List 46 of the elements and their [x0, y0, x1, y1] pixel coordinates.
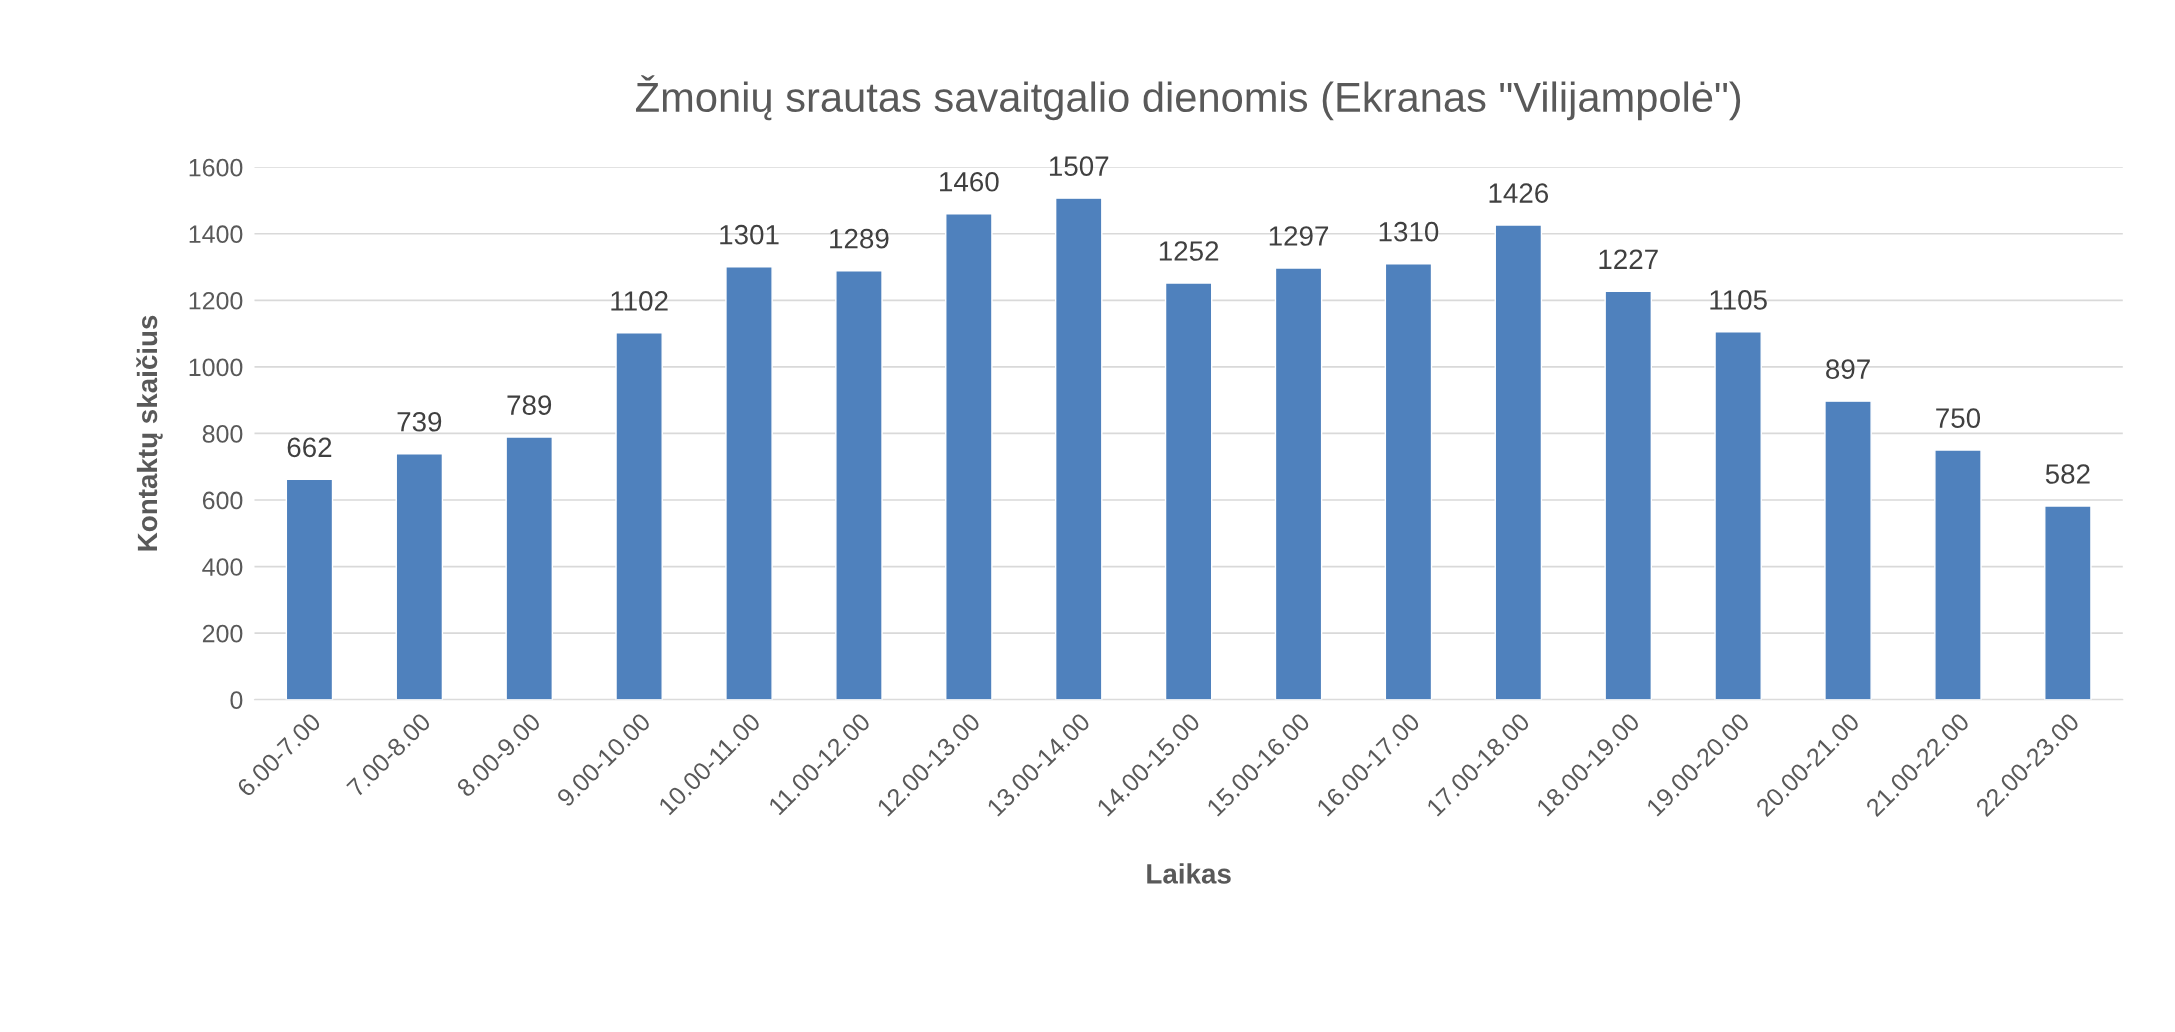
bar — [725, 266, 773, 700]
y-tick-label: 1200 — [189, 291, 243, 310]
data-label: 1310 — [1379, 221, 1439, 242]
data-label: 662 — [287, 437, 332, 458]
y-tick-label: 600 — [202, 491, 243, 510]
data-label: 1227 — [1599, 249, 1658, 269]
bar — [1054, 197, 1103, 700]
data-label: 1252 — [1159, 241, 1219, 261]
data-label: 789 — [507, 395, 552, 415]
bar — [1494, 224, 1543, 700]
y-tick-label: 0 — [230, 691, 243, 709]
data-label: 897 — [1826, 359, 1870, 379]
data-label: 1507 — [1049, 156, 1109, 176]
bar — [1934, 449, 1982, 700]
y-tick-label: 1400 — [189, 225, 243, 244]
data-label: 582 — [2045, 464, 2090, 484]
y-tick-label: 400 — [202, 558, 243, 576]
bar — [1714, 331, 1762, 700]
bar — [1164, 282, 1213, 700]
y-axis-title: Kontaktų skaičius — [136, 315, 163, 551]
y-tick-label: 1000 — [189, 358, 243, 377]
data-label: 739 — [397, 411, 442, 432]
bar — [835, 269, 883, 700]
x-axis-title: Laikas — [1147, 863, 1231, 884]
y-tick-label: 200 — [202, 624, 243, 643]
bar — [285, 478, 334, 700]
chart-title: Žmonių srautas savaitgalio dienomis (Ekranas "Vilijampolė") — [635, 75, 1741, 121]
data-label: 1105 — [1710, 290, 1767, 310]
bar — [945, 213, 993, 700]
data-label: 1102 — [611, 291, 668, 311]
y-tick-label: 1600 — [189, 158, 243, 177]
data-label: 1301 — [720, 224, 779, 245]
bar — [1384, 263, 1433, 700]
bar — [1604, 290, 1653, 700]
bar — [1824, 400, 1872, 700]
bar — [615, 332, 663, 700]
bar — [2044, 505, 2092, 700]
bar — [395, 453, 444, 700]
bar — [505, 436, 554, 700]
y-tick-label: 800 — [202, 425, 243, 443]
data-label: 1289 — [830, 228, 889, 249]
data-label: 750 — [1936, 408, 1981, 428]
data-label: 1460 — [940, 171, 999, 192]
data-label: 1426 — [1489, 183, 1549, 203]
bar — [1274, 267, 1323, 700]
data-label: 1297 — [1269, 226, 1329, 246]
